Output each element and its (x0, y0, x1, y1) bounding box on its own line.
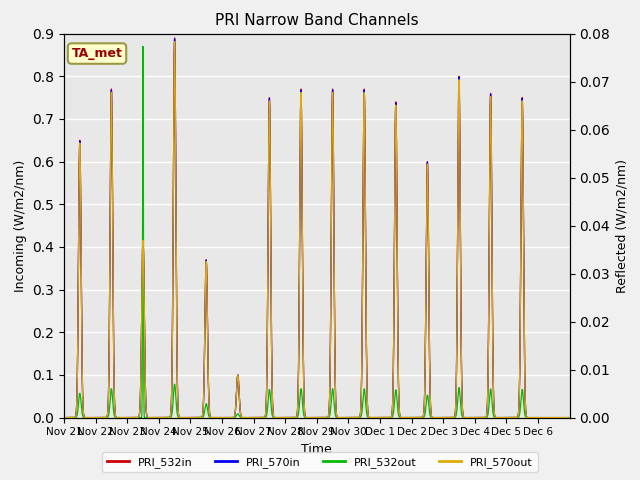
PRI_532out (477, 415, 485, 420)
Text: TA_met: TA_met (72, 47, 122, 60)
PRI_570in (514, 414, 522, 420)
PRI_570out (566, 415, 573, 420)
PRI_532in (514, 414, 522, 420)
PRI_570in (171, 36, 179, 42)
PRI_532out (296, 400, 303, 406)
PRI_532in (506, 415, 513, 420)
PRI_532in (296, 261, 303, 266)
PRI_532in (60, 415, 68, 420)
PRI_570out (514, 414, 522, 420)
PRI_532out (125, 415, 133, 420)
PRI_532out (463, 415, 471, 420)
Line: PRI_532out: PRI_532out (64, 47, 570, 418)
PRI_532out (514, 415, 522, 420)
PRI_532out (60, 415, 68, 420)
PRI_532in (440, 415, 447, 420)
PRI_532out (440, 415, 447, 420)
PRI_570out (506, 415, 513, 420)
PRI_532in (566, 415, 573, 420)
Line: PRI_532in: PRI_532in (64, 38, 570, 418)
PRI_570out (463, 415, 471, 420)
PRI_570out (440, 415, 447, 420)
Y-axis label: Incoming (W/m2/nm): Incoming (W/m2/nm) (13, 159, 27, 292)
PRI_532in (171, 35, 179, 41)
PRI_532in (463, 415, 471, 420)
PRI_532in (477, 415, 484, 420)
Line: PRI_570in: PRI_570in (64, 39, 570, 418)
PRI_570in (566, 415, 573, 420)
X-axis label: Time: Time (301, 443, 332, 456)
PRI_570out (171, 39, 179, 45)
Line: PRI_570out: PRI_570out (64, 42, 570, 418)
PRI_570out (60, 415, 68, 420)
Legend: PRI_532in, PRI_570in, PRI_532out, PRI_570out: PRI_532in, PRI_570in, PRI_532out, PRI_57… (102, 452, 538, 472)
Title: PRI Narrow Band Channels: PRI Narrow Band Channels (215, 13, 419, 28)
PRI_570in (477, 415, 484, 420)
PRI_570in (296, 261, 303, 267)
PRI_532out (506, 415, 513, 420)
PRI_532out (566, 415, 573, 420)
Y-axis label: Reflected (W/m2/nm): Reflected (W/m2/nm) (616, 158, 628, 293)
PRI_570in (440, 415, 447, 420)
PRI_570in (506, 415, 513, 420)
PRI_570out (477, 415, 484, 420)
PRI_570in (463, 415, 471, 420)
PRI_532out (139, 44, 147, 49)
PRI_570out (296, 262, 303, 268)
PRI_570in (60, 415, 68, 420)
